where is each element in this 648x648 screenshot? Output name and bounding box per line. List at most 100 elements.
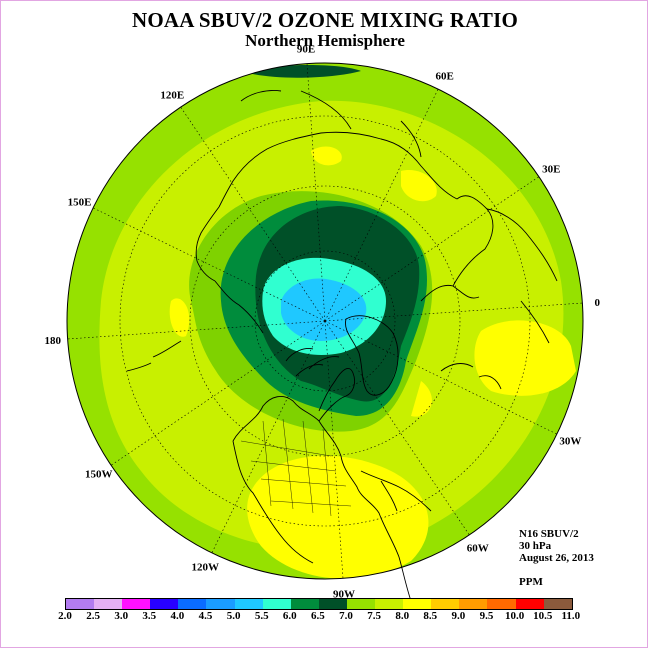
unit-label: PPM — [519, 576, 543, 588]
meridian-line — [324, 176, 540, 322]
latitude-circle-50n — [189, 185, 461, 457]
colorbar-tick-label: 9.5 — [479, 610, 494, 622]
colorbar-swatch — [515, 599, 544, 609]
longitude-label: 120E — [160, 90, 184, 102]
caribbean-islands — [360, 470, 432, 512]
meridian-line — [324, 320, 344, 579]
meridian-line — [211, 320, 326, 554]
colorbar-tick-label: 9.0 — [451, 610, 466, 622]
graticule — [67, 63, 583, 579]
siberia-coast — [218, 131, 458, 208]
colorbar-swatch — [234, 599, 263, 609]
colorbar-tick-label: 3.5 — [142, 610, 157, 622]
colorbar-tick-labels: 2.0 2.5 3.0 3.5 4.0 4.5 5.0 5.5 6.0 6.5 7.0 7.5 8.0 8… — [1, 610, 647, 624]
colorbar-swatch — [375, 599, 404, 609]
us-state-borders — [240, 418, 352, 517]
yellow-patch-south — [247, 455, 429, 579]
yellow-patch-east-small — [411, 381, 432, 417]
meridian-line — [324, 88, 439, 322]
colorbar-swatch — [206, 599, 235, 609]
longitude-label: 90W — [333, 588, 355, 600]
colorbar-tick-label: 5.5 — [254, 610, 269, 622]
colorbar-swatch — [431, 599, 460, 609]
colorbar-tick-label: 11.0 — [561, 610, 581, 622]
longitude-label: 0 — [595, 297, 601, 309]
colorbar-tick-label: 4.0 — [170, 610, 185, 622]
colorbar-swatch — [66, 599, 95, 609]
colorbar-tick-label: 6.0 — [282, 610, 297, 622]
longitude-label: 150E — [68, 196, 92, 208]
colorbar-swatch — [346, 599, 376, 609]
date-label: August 26, 2013 — [519, 552, 594, 564]
colorbar-tick-label: 4.5 — [198, 610, 213, 622]
meridian-line — [324, 320, 558, 435]
colorbar-tick-label: 2.0 — [58, 610, 72, 622]
north-america-west-coast — [232, 440, 314, 564]
colorbar-tick-label: 7.5 — [367, 610, 381, 622]
meridian-line — [324, 302, 583, 322]
bering-alaska — [214, 280, 264, 334]
colorbar-tick-label: 6.5 — [311, 610, 325, 622]
aleutian-islands — [126, 90, 282, 372]
yellow-patch-east — [474, 320, 576, 396]
meridian-line — [67, 320, 326, 340]
colorbar-tick-label: 8.0 — [395, 610, 410, 622]
colorbar-swatch — [94, 599, 123, 609]
longitude-label: 90E — [297, 44, 315, 56]
meridian-line — [324, 320, 470, 536]
coastlines — [126, 90, 558, 602]
main-title: NOAA SBUV/2 OZONE MIXING RATIO — [132, 8, 518, 32]
scandinavia — [420, 195, 494, 302]
meridian-line — [180, 106, 326, 322]
europe-coast — [486, 208, 558, 344]
colorbar — [65, 598, 573, 610]
longitude-label: 120W — [192, 561, 220, 573]
colorbar-swatch — [122, 599, 151, 609]
asia-interior-rivers — [300, 90, 422, 158]
map-boundary — [66, 62, 584, 580]
yellow-patch-ne — [401, 170, 437, 202]
colorbar-tick-label: 8.5 — [423, 610, 438, 622]
longitude-label: 150W — [85, 469, 113, 481]
colorbar-swatch — [150, 599, 179, 609]
meridian-line — [92, 207, 326, 322]
longitude-label: 60W — [467, 542, 489, 554]
colorbar-tick-label: 5.0 — [226, 610, 241, 622]
pressure-level-label: 30 hPa — [519, 540, 552, 552]
yellow-patch-n — [311, 146, 342, 166]
longitude-label: 30E — [542, 163, 560, 175]
north-america-east-coast — [232, 395, 412, 602]
colorbar-swatch — [262, 599, 291, 609]
colorbar-swatch — [543, 599, 572, 609]
arctic-archipelago — [285, 348, 340, 377]
meridians — [67, 63, 583, 579]
meridian-line — [110, 320, 326, 466]
colorbar-swatch — [459, 599, 488, 609]
longitude-label: 180 — [44, 335, 61, 347]
colorbar-swatch — [403, 599, 432, 609]
colorbar-tick-label: 3.0 — [114, 610, 129, 622]
colorbar-tick-label: 7.0 — [339, 610, 353, 622]
subtitle: Northern Hemisphere — [245, 31, 405, 50]
polar-inner-5p0 — [281, 278, 367, 341]
colorbar-tick-label: 10.5 — [533, 610, 553, 622]
satellite-label: N16 SBUV/2 — [519, 528, 579, 540]
latitude-circle-30n — [119, 115, 531, 527]
meridian-line — [306, 63, 326, 322]
latitude-circle-70n — [254, 250, 396, 392]
colorbar-tick-label: 10.0 — [504, 610, 525, 622]
colorbar-swatch — [487, 599, 516, 609]
colorbar-swatch — [290, 599, 319, 609]
longitude-label: 60E — [436, 71, 454, 83]
colorbar-swatch — [178, 599, 207, 609]
greenland — [345, 315, 399, 396]
iceland-uk — [440, 363, 502, 390]
longitude-label: 30W — [559, 436, 581, 448]
yellow-patch-west — [169, 298, 190, 337]
colorbar-swatch — [318, 599, 347, 609]
chukotka — [195, 206, 220, 282]
longitude-labels: 0 30E 60E 90E 120E 150E 180 150W 120W 90W 60W 30W — [44, 44, 600, 601]
colorbar-tick-label: 2.5 — [86, 610, 100, 622]
